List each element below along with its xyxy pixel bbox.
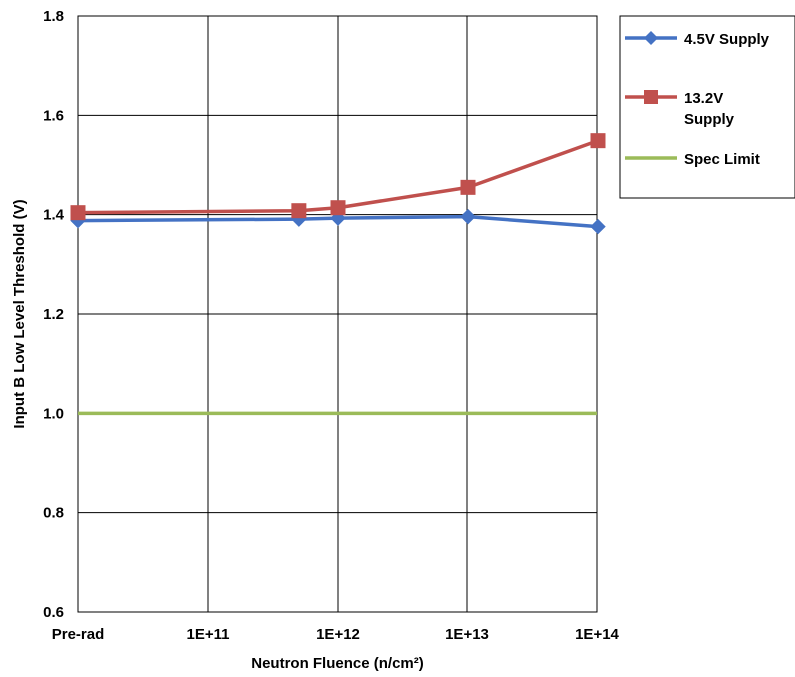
series-13-2v-supply	[70, 133, 606, 221]
x-tick-label: 1E+13	[445, 626, 489, 643]
data-point	[460, 208, 476, 225]
legend-item: Spec Limit	[625, 151, 760, 168]
y-tick-labels: 0.6 0.8 1.0 1.2 1.4 1.6 1.8	[43, 8, 65, 621]
legend-item: 4.5V Supply	[625, 31, 770, 48]
data-point	[291, 203, 307, 219]
y-tick-label: 1.0	[43, 405, 64, 422]
x-tick-label: 1E+12	[316, 626, 360, 643]
x-tick-label: 1E+11	[187, 626, 230, 643]
legend-label: Spec Limit	[684, 151, 760, 168]
y-tick-label: 0.8	[43, 505, 64, 522]
data-point	[590, 133, 606, 149]
x-axis-title: Neutron Fluence (n/cm²)	[251, 655, 424, 672]
y-tick-label: 1.4	[43, 207, 65, 224]
data-point	[590, 218, 606, 235]
data-point	[70, 205, 86, 221]
y-tick-label: 1.8	[43, 8, 64, 25]
legend: 4.5V Supply 13.2V Supply Spec Limit	[619, 15, 795, 199]
legend-box	[619, 15, 795, 199]
data-point	[330, 200, 346, 216]
gridlines	[77, 15, 598, 613]
data-point	[460, 179, 476, 195]
y-tick-label: 0.6	[43, 604, 64, 621]
x-tick-label: Pre-rad	[52, 626, 105, 643]
legend-label: 13.2V Supply	[684, 90, 735, 128]
legend-marker	[644, 31, 658, 45]
y-axis-title: Input B Low Level Threshold (V)	[11, 199, 28, 428]
y-tick-label: 1.6	[43, 107, 64, 124]
x-tick-label: 1E+14	[575, 626, 619, 643]
legend-label: 4.5V Supply	[684, 31, 770, 48]
y-tick-label: 1.2	[43, 306, 64, 323]
legend-marker	[644, 90, 658, 104]
x-tick-labels: Pre-rad 1E+11 1E+12 1E+13 1E+14	[52, 626, 620, 643]
plot-area	[77, 15, 598, 613]
legend-item: 13.2V Supply	[625, 90, 735, 128]
series-layer	[70, 133, 606, 416]
